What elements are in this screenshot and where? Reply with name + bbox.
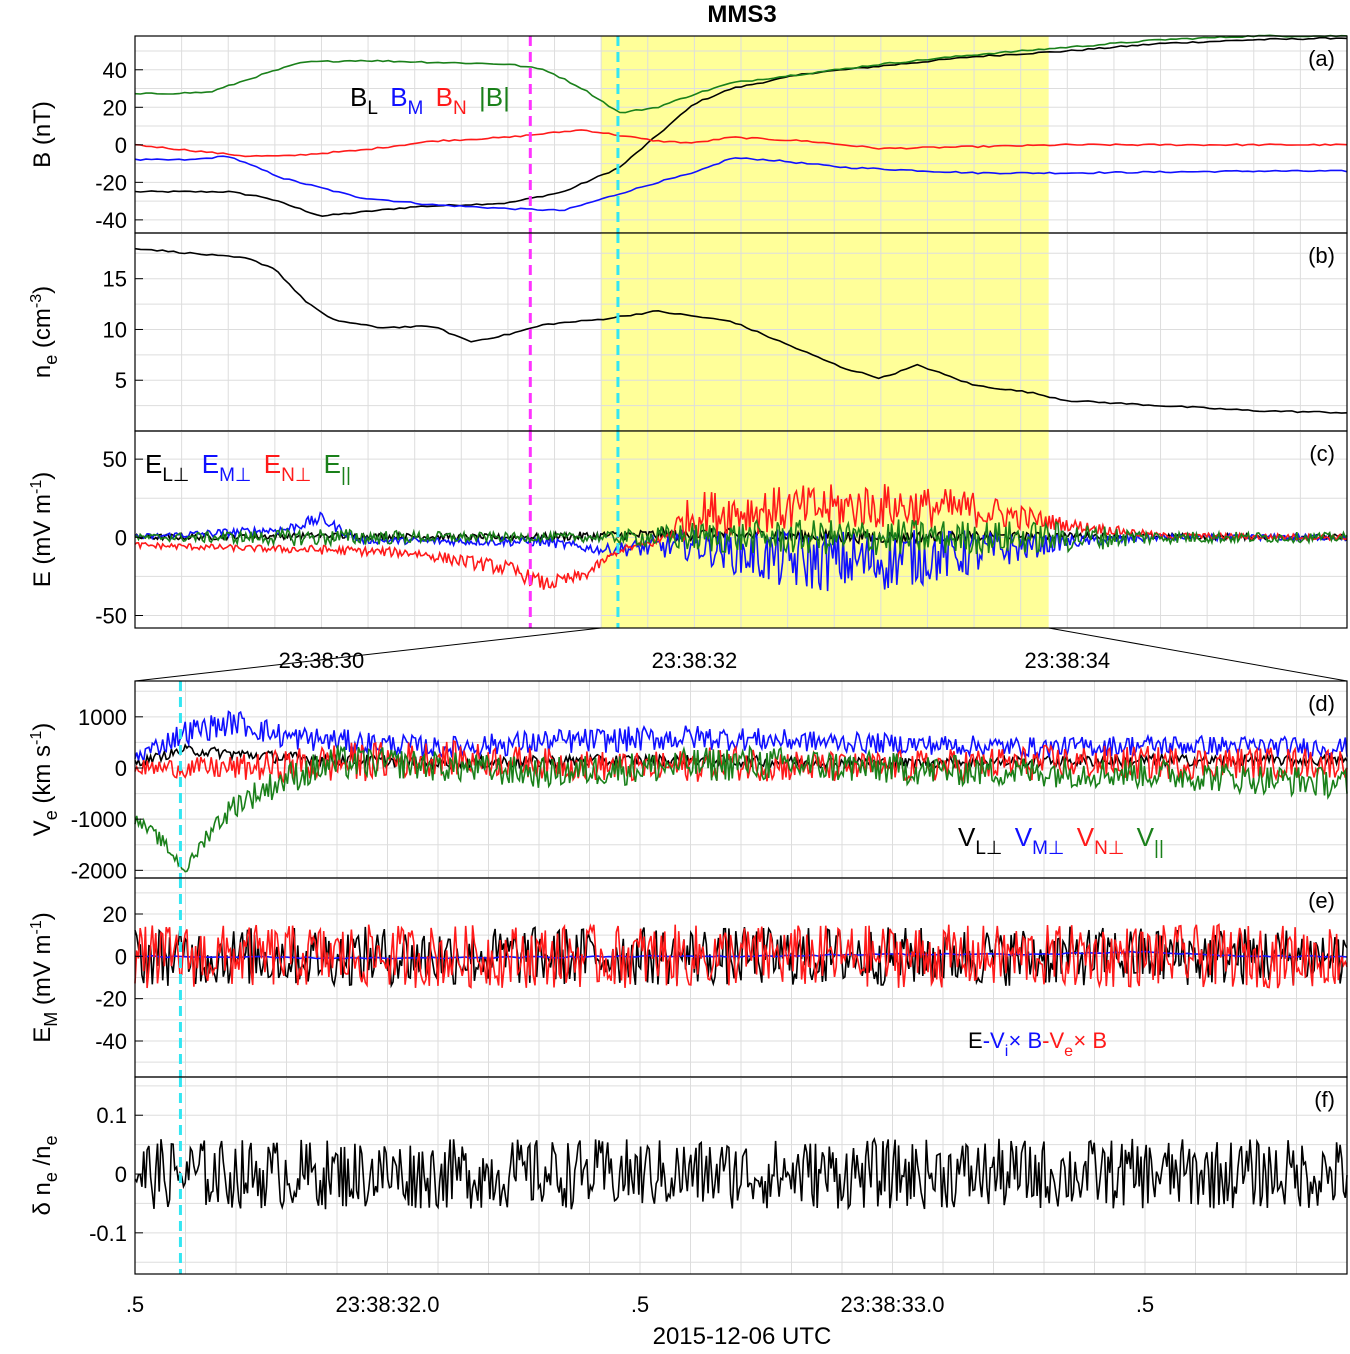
y-axis-title: δ ne /ne <box>29 1135 61 1215</box>
legend-text: E-Vi × B-Ve × B <box>968 1028 1107 1060</box>
y-tick-label: 0.1 <box>96 1103 127 1128</box>
legend-a: BL BM BN |B| <box>350 82 510 119</box>
x-tick-label-top: 23:38:32 <box>652 648 738 673</box>
x-tick-label-bottom: .5 <box>1136 1292 1154 1317</box>
x-tick-label-top: 23:38:34 <box>1024 648 1110 673</box>
series-a-1 <box>134 155 1348 212</box>
y-tick-label: 40 <box>103 58 127 83</box>
series-e-2 <box>134 923 1348 989</box>
y-tick-label: 5 <box>115 368 127 393</box>
panel-label: (e) <box>1308 888 1335 913</box>
series-a-0 <box>134 36 1348 218</box>
y-tick-label: -40 <box>95 208 127 233</box>
y-tick-label: -20 <box>95 987 127 1012</box>
y-tick-label: 0 <box>115 1162 127 1187</box>
panel-c: -50 0 50 (c) E (mV m-1) EL⊥ EM⊥ EN⊥ E|| <box>28 430 1348 629</box>
y-tick-label: 20 <box>103 902 127 927</box>
x-tick-label-bottom: 23:38:33.0 <box>841 1292 945 1317</box>
y-axis-title: E (mV m-1) <box>28 472 56 588</box>
x-tick-label-bottom: 23:38:32.0 <box>336 1292 440 1317</box>
series-b-0 <box>134 247 1348 414</box>
legend-e: E-Vi × B-Ve × B <box>968 1028 1107 1060</box>
panels: -40 -20 0 20 40 (a) B (nT) BL BM BN |B| 5 10 15 (b)… <box>28 34 1348 1317</box>
series-d-3 <box>134 744 1348 873</box>
panel-f: -0.1 0 0.1 (f) δ ne /ne <box>29 1076 1348 1275</box>
axes-frame <box>134 1076 1348 1275</box>
panel-label: (d) <box>1308 691 1335 716</box>
y-tick-label: 0 <box>115 756 127 781</box>
y-tick-label: 10 <box>103 317 127 342</box>
y-tick-label: -0.1 <box>89 1221 127 1246</box>
series-f-0 <box>134 1136 1348 1211</box>
y-axis-title: Ve (km s-1) <box>28 723 61 837</box>
panel-label: (f) <box>1314 1087 1335 1112</box>
series-a-3 <box>134 34 1348 114</box>
series-d-2 <box>134 739 1348 785</box>
legend-d: VL⊥ VM⊥ VN⊥ V|| <box>958 822 1164 859</box>
legend-text: VL⊥ VM⊥ VN⊥ V|| <box>958 822 1164 859</box>
y-tick-label: -50 <box>95 603 127 628</box>
highlight-interval <box>601 233 1049 431</box>
series-a-2 <box>134 129 1348 158</box>
x-tick-label-bottom: .5 <box>631 1292 649 1317</box>
figure-title: MMS3 <box>707 1 776 28</box>
panel-label: (c) <box>1309 441 1335 466</box>
panel-label: (a) <box>1308 46 1335 71</box>
y-tick-label: 50 <box>103 447 127 472</box>
legend-c: EL⊥ EM⊥ EN⊥ E|| <box>145 449 351 486</box>
y-tick-label: -1000 <box>71 807 127 832</box>
panel-label: (b) <box>1308 243 1335 268</box>
y-axis-title: EM (mV m-1) <box>28 912 61 1043</box>
series-e-0 <box>134 926 1348 989</box>
highlight-interval <box>601 36 1049 233</box>
y-tick-label: 0 <box>115 944 127 969</box>
y-tick-label: 15 <box>103 267 127 292</box>
y-tick-label: -40 <box>95 1029 127 1054</box>
panel-b: 5 10 15 (b) ne (cm-3) <box>28 232 1348 432</box>
axes-frame <box>134 430 1348 629</box>
panel-a: -40 -20 0 20 40 (a) B (nT) BL BM BN |B| <box>29 34 1348 234</box>
y-tick-label: 0 <box>115 133 127 158</box>
y-axis-title: B (nT) <box>29 101 56 168</box>
y-axis-title: ne (cm-3) <box>28 286 61 378</box>
series-c-3 <box>134 518 1348 556</box>
x-axis-title: 2015-12-06 UTC <box>653 1323 832 1350</box>
zoom-connector-right <box>1048 627 1348 682</box>
y-tick-label: 1000 <box>78 705 127 730</box>
series-c-2 <box>134 484 1348 590</box>
legend-text: BL BM BN |B| <box>350 82 510 119</box>
y-tick-label: 20 <box>103 95 127 120</box>
y-tick-label: -20 <box>95 170 127 195</box>
legend-text: EL⊥ EM⊥ EN⊥ E|| <box>145 449 351 486</box>
zoom-connector-left <box>134 627 602 682</box>
panel-e: -40 -20 0 20 (e) EM (mV m-1) E-Vi × B-Ve × B <box>28 877 1348 1078</box>
y-tick-label: 0 <box>115 525 127 550</box>
series-e-1 <box>135 950 1348 960</box>
panel-d: -2000 -1000 0 1000 (d) Ve (km s-1) VL⊥ VM⊥ VN⊥… <box>28 680 1348 883</box>
y-tick-label: -2000 <box>71 858 127 883</box>
x-tick-label-bottom: .5 <box>126 1292 144 1317</box>
x-tick-label-top: 23:38:30 <box>279 648 365 673</box>
